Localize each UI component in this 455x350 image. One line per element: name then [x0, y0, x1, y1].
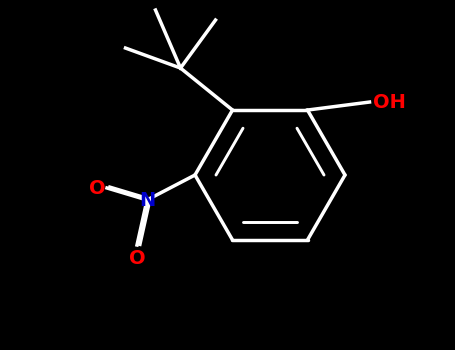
- Text: O: O: [89, 178, 105, 197]
- Text: N: N: [139, 190, 155, 210]
- Text: O: O: [129, 250, 145, 268]
- Text: OH: OH: [373, 92, 405, 112]
